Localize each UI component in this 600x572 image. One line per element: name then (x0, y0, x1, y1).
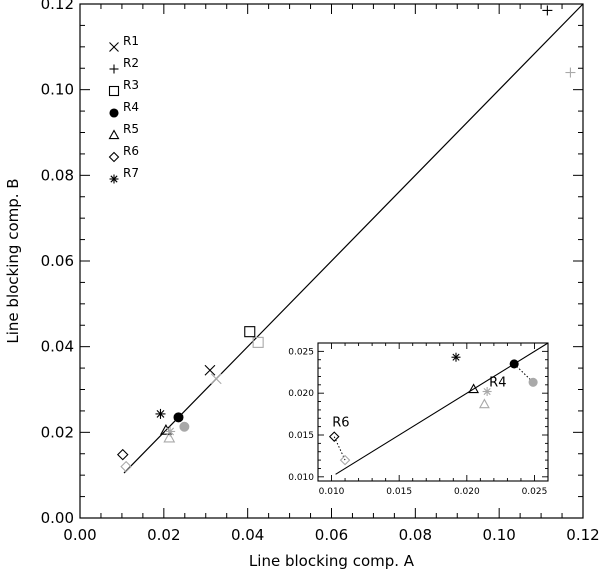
main-tick-labels: 0.00 0.02 0.04 0.06 0.08 0.10 0.12 0.00 0.02 0.04… (41, 0, 600, 544)
marker-triangle (478, 398, 490, 409)
marker-square (244, 326, 256, 338)
inset-frame (317, 342, 549, 482)
legend-label: R6 (123, 144, 139, 158)
main-axis-ticks (79, 3, 584, 519)
one-to-one-line (123, 3, 584, 474)
marker-asterisk (155, 408, 166, 419)
triangle-shape (108, 129, 120, 140)
legend-label: R1 (123, 34, 139, 48)
marker-asterisk (165, 426, 176, 437)
marker-circle (173, 412, 184, 423)
x-stroke (109, 42, 119, 52)
marker-triangle (468, 383, 480, 394)
marker-circle (109, 108, 119, 118)
marker-asterisk (451, 352, 461, 362)
triangle-shape (468, 383, 480, 394)
x-tick-label: 0.10 (482, 526, 515, 544)
circle-shape (179, 421, 190, 432)
marker-square (108, 85, 120, 97)
triangle-shape (163, 431, 176, 443)
y-axis-label: Line blocking comp. B (4, 178, 22, 343)
asterisk-stroke (483, 387, 491, 396)
marker-x (204, 364, 216, 376)
triangle-shape (478, 398, 490, 409)
circle-shape (528, 377, 538, 387)
inset-y-tick-label: 0.025 (288, 347, 314, 357)
inset-annotation-r4: R4 (489, 375, 506, 390)
main-data-points (116, 5, 576, 473)
legend-label: R5 (123, 122, 139, 136)
inset-x-tick-label: 0.025 (522, 487, 548, 497)
marker-x (109, 42, 119, 52)
asterisk-stroke (110, 175, 118, 183)
y-tick-label: 0.04 (41, 338, 74, 356)
x-axis-label: Line blocking comp. A (249, 552, 415, 570)
inset-x-tick-label: 0.020 (454, 487, 480, 497)
marker-triangle (163, 431, 176, 443)
marker-diamond (120, 460, 132, 473)
x-tick-label: 0.04 (231, 526, 264, 544)
marker-plus (542, 5, 553, 16)
y-tick-label: 0.12 (41, 0, 74, 13)
inset-plot: 0.010 0.015 0.020 0.025 0.010 0.015 0.020 0.025… (288, 342, 549, 497)
marker-circle (528, 377, 538, 387)
diamond-shape (339, 454, 351, 466)
circle-shape (173, 412, 184, 423)
x-tick-label: 0.00 (63, 526, 96, 544)
x-tick-label: 0.06 (315, 526, 348, 544)
inset-annotation-r6: R6 (332, 416, 349, 431)
inset-connector (333, 436, 346, 461)
square-shape (244, 326, 256, 338)
y-tick-label: 0.00 (41, 509, 74, 527)
marker-triangle (108, 129, 120, 140)
inset-x-tick-label: 0.015 (386, 487, 412, 497)
x-tick-label: 0.08 (399, 526, 432, 544)
marker-asterisk (482, 387, 492, 397)
square-shape (108, 85, 120, 97)
legend: R1 R2 R3 R4 R5 R6 R7 (108, 34, 139, 184)
y-tick-label: 0.08 (41, 166, 74, 184)
y-tick-label: 0.02 (41, 423, 74, 441)
x-stroke (210, 373, 222, 385)
marker-circle (179, 421, 190, 432)
marker-diamond (339, 454, 351, 466)
y-tick-label: 0.10 (41, 81, 74, 99)
marker-asterisk (109, 174, 119, 184)
circle-shape (109, 108, 119, 118)
marker-plus (565, 67, 576, 78)
diamond-shape (328, 431, 340, 442)
legend-label: R4 (123, 100, 139, 114)
marker-square (252, 336, 264, 348)
asterisk-stroke (452, 353, 460, 361)
legend-label: R3 (123, 78, 139, 92)
legend-label: R2 (123, 56, 139, 70)
marker-x (210, 373, 222, 385)
marker-diamond (116, 448, 129, 461)
x-stroke (204, 364, 216, 376)
x-tick-label: 0.02 (147, 526, 180, 544)
y-tick-label: 0.06 (41, 252, 74, 270)
asterisk-stroke (156, 409, 165, 418)
inset-x-tick-label: 0.010 (319, 487, 345, 497)
main-fit-line (123, 3, 584, 474)
inset-y-tick-label: 0.020 (288, 389, 314, 399)
x-tick-label: 0.12 (566, 526, 599, 544)
legend-label: R7 (123, 166, 139, 180)
inset-y-tick-label: 0.010 (288, 473, 314, 483)
inset-y-tick-label: 0.015 (288, 431, 314, 441)
diamond-shape (116, 448, 129, 461)
marker-circle (509, 359, 519, 369)
circle-shape (509, 359, 519, 369)
diamond-shape (120, 460, 132, 473)
diamond-shape (108, 151, 120, 163)
marker-plus (109, 64, 119, 74)
marker-diamond (328, 431, 340, 442)
marker-diamond (108, 151, 120, 163)
asterisk-stroke (166, 427, 175, 436)
square-shape (252, 336, 264, 348)
